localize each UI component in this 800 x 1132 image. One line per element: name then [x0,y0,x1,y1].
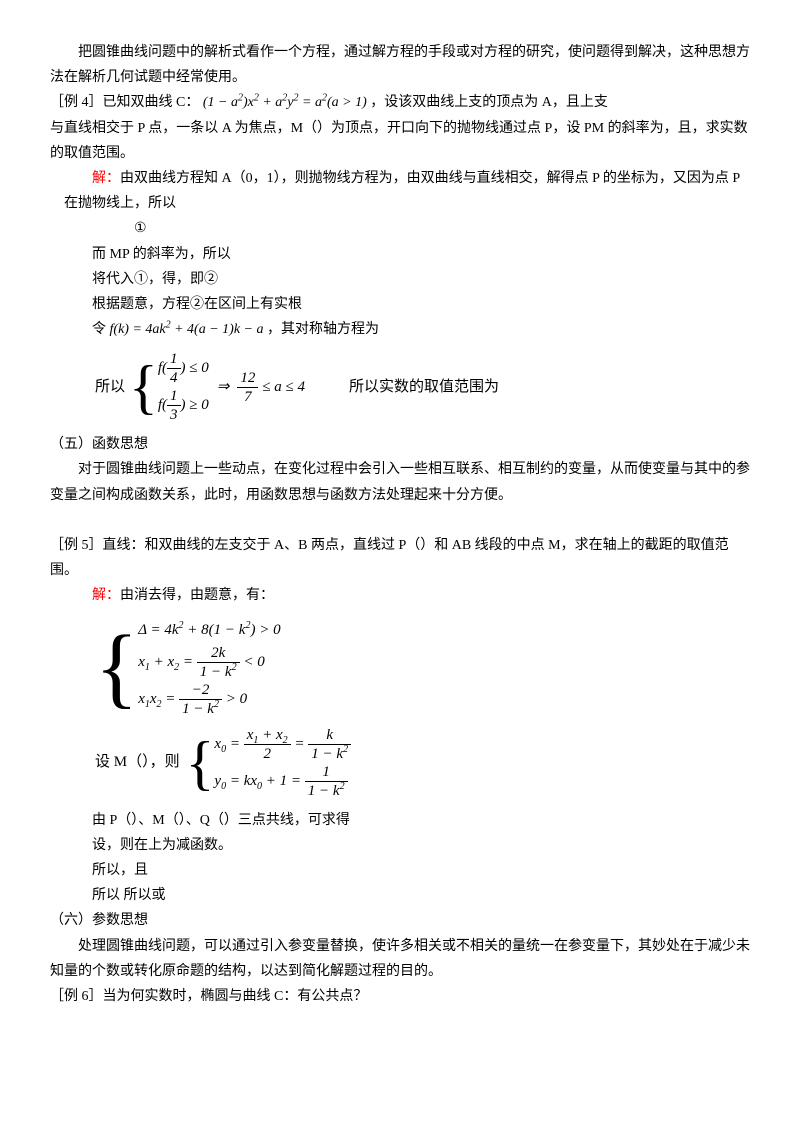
ex4-brace-system: 所以 { f(14) ≤ 0 f(13) ≥ 0 ⇒ 127 ≤ a ≤ 4 所… [95,350,750,424]
ex4-equation-1: (1 − a2)x2 + a2y2 = a2(a > 1) [203,95,367,110]
brace-rows: f(14) ≤ 0 f(13) ≥ 0 [158,350,209,424]
left-brace-icon: { [186,739,215,787]
section-6-p1: 处理圆锥曲线问题，可以通过引入参变量替换，使许多相关或不相关的量统一在参变量下，… [50,934,750,984]
example-4-heading: ［例 4］已知双曲线 C： (1 − a2)x2 + a2y2 = a2(a >… [50,90,750,115]
ex5-brace-system-2: 设 M（），则 { x0 = x1 + x22 = k1 − k2 y0 = k… [95,726,750,800]
ex5-so2: 所以 所以或 [50,883,750,908]
section-6-title: （六）参数思想 [50,908,750,933]
left-brace-icon: { [95,636,138,699]
suoyi-1: 所以 [95,374,125,401]
ex4-solve-text: 由双曲线方程知 A（0，1），则抛物线方程为，由双曲线与直线相交，解得点 P 的… [64,171,740,211]
ex4-step1: ① [50,216,750,241]
ex4-after-eq: ，设该双曲线上支的顶点为 A，且上支 [370,95,608,110]
ex5-collinear: 由 P（）、M（）、Q（）三点共线，可求得 [50,808,750,833]
suoyi-2: 所以实数的取值范围为 [349,374,499,401]
ex4-p2: 与直线相交于 P 点，一条以 A 为焦点，M（）为顶点，开口向下的抛物线通过点 … [50,116,750,166]
fk-equation: f(k) = 4ak2 + 4(a − 1)k − a [110,322,264,337]
section-5-title: （五）函数思想 [50,432,750,457]
ex4-let-fk: 令 f(k) = 4ak2 + 4(a − 1)k − a ，其对称轴方程为 [50,317,750,342]
ex5-brace-system-1: { Δ = 4k2 + 8(1 − k2) > 0 x1 + x2 = 2k1 … [95,617,750,718]
ex5-decrease: 设，则在上为减函数。 [50,833,750,858]
ex5-solve-text: 由消去得，由题意，有： [120,588,274,603]
let-label: 令 [92,322,110,337]
solve-label-5: 解： [92,588,120,603]
ex4-step2: 而 MP 的斜率为，所以 [50,242,750,267]
ex4-step4: 根据题意，方程②在区间上有实根 [50,292,750,317]
set-m-label: 设 M（），则 [95,749,180,776]
intro-paragraph: 把圆锥曲线问题中的解析式看作一个方程，通过解方程的手段或对方程的研究，使问题得到… [50,40,750,90]
ex5-so1: 所以，且 [50,858,750,883]
left-brace-icon: { [129,363,158,411]
ex5-solution: 解：由消去得，由题意，有： [50,583,750,608]
ex4-step3: 将代入①，得，即② [50,267,750,292]
example-5-heading: ［例 5］直线：和双曲线的左支交于 A、B 两点，直线过 P（）和 AB 线段的… [50,533,750,583]
section-5-p1: 对于圆锥曲线问题上一些动点，在变化过程中会引入一些相互联系、相互制约的变量，从而… [50,457,750,507]
sym-axis-text: ，其对称轴方程为 [267,322,379,337]
ex4-label: ［例 4］已知双曲线 C： [50,95,199,110]
example-6-heading: ［例 6］当为何实数时，椭圆与曲线 C：有公共点？ [50,984,750,1009]
solve-label: 解： [92,171,120,186]
ex4-solution: 解：由双曲线方程知 A（0，1），则抛物线方程为，由双曲线与直线相交，解得点 P… [50,166,750,216]
